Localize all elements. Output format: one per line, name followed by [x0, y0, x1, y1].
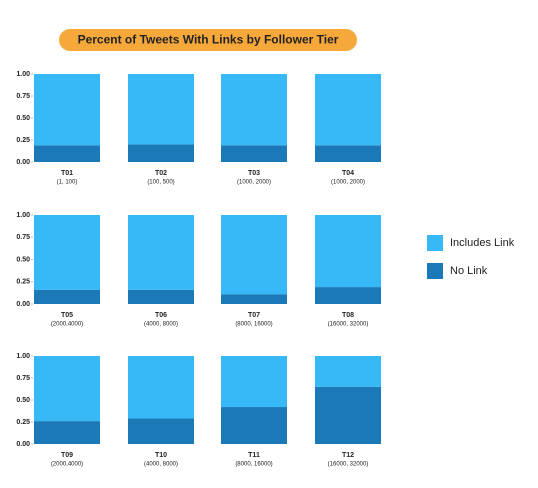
bar-segment [128, 289, 194, 304]
x-tick-label: T10 [155, 452, 167, 459]
legend-swatch [427, 263, 443, 279]
y-tick-label: 1.00 [16, 71, 30, 78]
x-tick-label: T06 [155, 312, 167, 319]
bar-segment [221, 74, 287, 146]
y-tick-label: 0.25 [16, 137, 30, 144]
title-background [59, 29, 357, 51]
bar-segment [34, 421, 100, 444]
bar-segment [221, 145, 287, 162]
x-tick-label: T05 [61, 312, 73, 319]
x-tick-sublabel: (2000,4000) [51, 322, 83, 328]
x-tick-sublabel: (16000, 32000) [328, 462, 369, 468]
bar-segment [34, 289, 100, 304]
bar-segment [221, 294, 287, 304]
x-tick-sublabel: (16000, 32000) [328, 322, 369, 328]
x-tick-label: T08 [342, 312, 354, 319]
x-tick-sublabel: (8000, 16000) [235, 462, 272, 468]
y-tick-label: 0.75 [16, 93, 30, 100]
y-tick-label: 0.75 [16, 234, 30, 241]
bar-segment [128, 144, 194, 162]
bar-segment [34, 145, 100, 162]
y-tick-label: 0.25 [16, 279, 30, 286]
bar-segment [315, 145, 381, 162]
y-tick-label: 0.50 [16, 397, 30, 404]
x-tick-label: T02 [155, 170, 167, 177]
legend-label: Includes Link [450, 237, 515, 249]
y-tick-label: 0.50 [16, 256, 30, 263]
bar-segment [315, 287, 381, 304]
x-tick-sublabel: (1, 100) [57, 180, 78, 186]
bar-segment [128, 418, 194, 444]
bar-segment [34, 356, 100, 422]
x-tick-label: T07 [248, 312, 260, 319]
x-tick-sublabel: (4000, 8000) [144, 462, 178, 468]
bar-segment [221, 356, 287, 408]
x-tick-label: T11 [248, 452, 260, 459]
x-tick-sublabel: (2000,4000) [51, 462, 83, 468]
chart-title: Percent of Tweets With Links by Follower… [78, 33, 339, 47]
x-tick-label: T12 [342, 452, 354, 459]
x-tick-sublabel: (4000, 8000) [144, 322, 178, 328]
bar-segment [128, 74, 194, 145]
x-tick-sublabel: (100, 500) [147, 180, 174, 186]
y-tick-label: 0.50 [16, 115, 30, 122]
bar-segment [128, 215, 194, 290]
bar-segment [128, 356, 194, 419]
y-tick-label: 0.75 [16, 375, 30, 382]
bar-segment [221, 407, 287, 444]
y-tick-label: 1.00 [16, 353, 30, 360]
x-tick-label: T09 [61, 452, 73, 459]
x-tick-label: T03 [248, 170, 260, 177]
legend-label: No Link [450, 265, 488, 277]
bar-segment [34, 215, 100, 290]
y-tick-label: 0.00 [16, 441, 30, 448]
legend-swatch [427, 235, 443, 251]
y-tick-label: 0.25 [16, 419, 30, 426]
bar-segment [315, 74, 381, 146]
bar-segment [315, 386, 381, 444]
y-tick-label: 0.00 [16, 301, 30, 308]
bar-segment [315, 356, 381, 387]
x-tick-sublabel: (1000, 2000) [237, 180, 271, 186]
bar-segment [34, 74, 100, 146]
x-tick-label: T04 [342, 170, 354, 177]
x-tick-label: T01 [61, 170, 73, 177]
y-tick-label: 0.00 [16, 159, 30, 166]
y-tick-label: 1.00 [16, 212, 30, 219]
x-tick-sublabel: (1000, 2000) [331, 180, 365, 186]
bar-segment [315, 215, 381, 288]
x-tick-sublabel: (8000, 16000) [235, 322, 272, 328]
bar-segment [221, 215, 287, 295]
